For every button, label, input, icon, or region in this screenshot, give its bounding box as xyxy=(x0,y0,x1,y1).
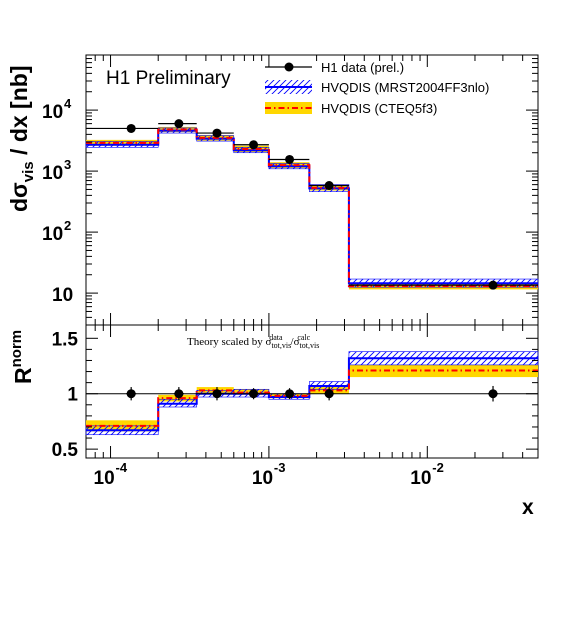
top-y-tick-base: 10 xyxy=(42,163,63,184)
x-tick-base: 10 xyxy=(94,468,115,489)
x-axis-title: x xyxy=(522,496,534,519)
bottom-data-point-6 xyxy=(488,389,498,399)
top-y-tick-base: 10 xyxy=(42,224,63,245)
legend-label-data: H1 data (prel.) xyxy=(321,60,404,75)
x-tick-exp: -4 xyxy=(116,460,128,475)
top-data-point-4 xyxy=(285,154,295,164)
x-tick-label-2: 10-2 xyxy=(410,460,444,489)
legend: H1 data (prel.) HVQDIS (MRST2004FF3nlo) … xyxy=(265,60,489,116)
top-data-point-5 xyxy=(324,181,334,191)
ratio-annotation-text: Theory scaled by σtot,visdata/σtot,visca… xyxy=(187,333,319,350)
bottom-data-point-4 xyxy=(285,389,295,399)
top-y-tick-exp: 3 xyxy=(64,157,71,172)
x-tick-base: 10 xyxy=(252,468,273,489)
bottom-y-tick-label-2: 1.5 xyxy=(52,329,79,350)
top-y-tick-exp: 2 xyxy=(64,218,71,233)
chart-title: H1 Preliminary xyxy=(106,68,231,89)
ratio-annotation: Theory scaled by σtot,visdata/σtot,visca… xyxy=(187,333,319,350)
bottom-y-axis-title: Rnorm xyxy=(8,330,36,384)
bottom-data-point-5 xyxy=(324,389,334,399)
legend-data-marker xyxy=(284,62,294,72)
bottom-cteq-line xyxy=(86,369,538,427)
x-tick-label-1: 10-3 xyxy=(252,460,286,489)
top-y-tick-label-1: 10 2 xyxy=(42,218,71,245)
top-y-tick-base: 10 xyxy=(52,285,73,306)
top-data-point-1 xyxy=(174,119,184,129)
top-cteq-line xyxy=(86,128,538,288)
legend-label-mrst: HVQDIS (MRST2004FF3nlo) xyxy=(321,80,489,95)
top-y-tick-base: 10 xyxy=(42,102,63,123)
top-y-axis-title: dσvis / dx [nb] xyxy=(6,66,37,212)
bottom-panel-frame xyxy=(85,324,539,459)
top-data-point-3 xyxy=(249,140,259,150)
top-y-tick-exp: 4 xyxy=(64,96,72,111)
bottom-data-point-2 xyxy=(212,389,222,399)
top-y-tick-label-2: 10 3 xyxy=(42,157,71,184)
bottom-y-tick-label-0: 0.5 xyxy=(52,440,79,461)
bottom-data-point-0 xyxy=(126,389,136,399)
x-tick-exp: -2 xyxy=(432,460,444,475)
top-mrst-line xyxy=(86,129,538,285)
x-tick-base: 10 xyxy=(410,468,431,489)
top-data-point-2 xyxy=(212,128,222,138)
bottom-cteq-band-1 xyxy=(158,394,197,402)
x-tick-exp: -3 xyxy=(274,460,286,475)
x-tick-label-0: 10-4 xyxy=(94,460,128,489)
top-y-tick-label-3: 10 4 xyxy=(42,96,72,123)
top-data-point-6 xyxy=(488,280,498,290)
bottom-data-point-1 xyxy=(174,389,184,399)
top-data-point-0 xyxy=(126,123,136,133)
bottom-data-point-3 xyxy=(249,389,259,399)
bottom-y-tick-label-1: 1 xyxy=(67,385,78,406)
legend-label-cteq: HVQDIS (CTEQ5f3) xyxy=(321,101,437,116)
top-y-tick-label-0: 10 xyxy=(52,285,73,306)
